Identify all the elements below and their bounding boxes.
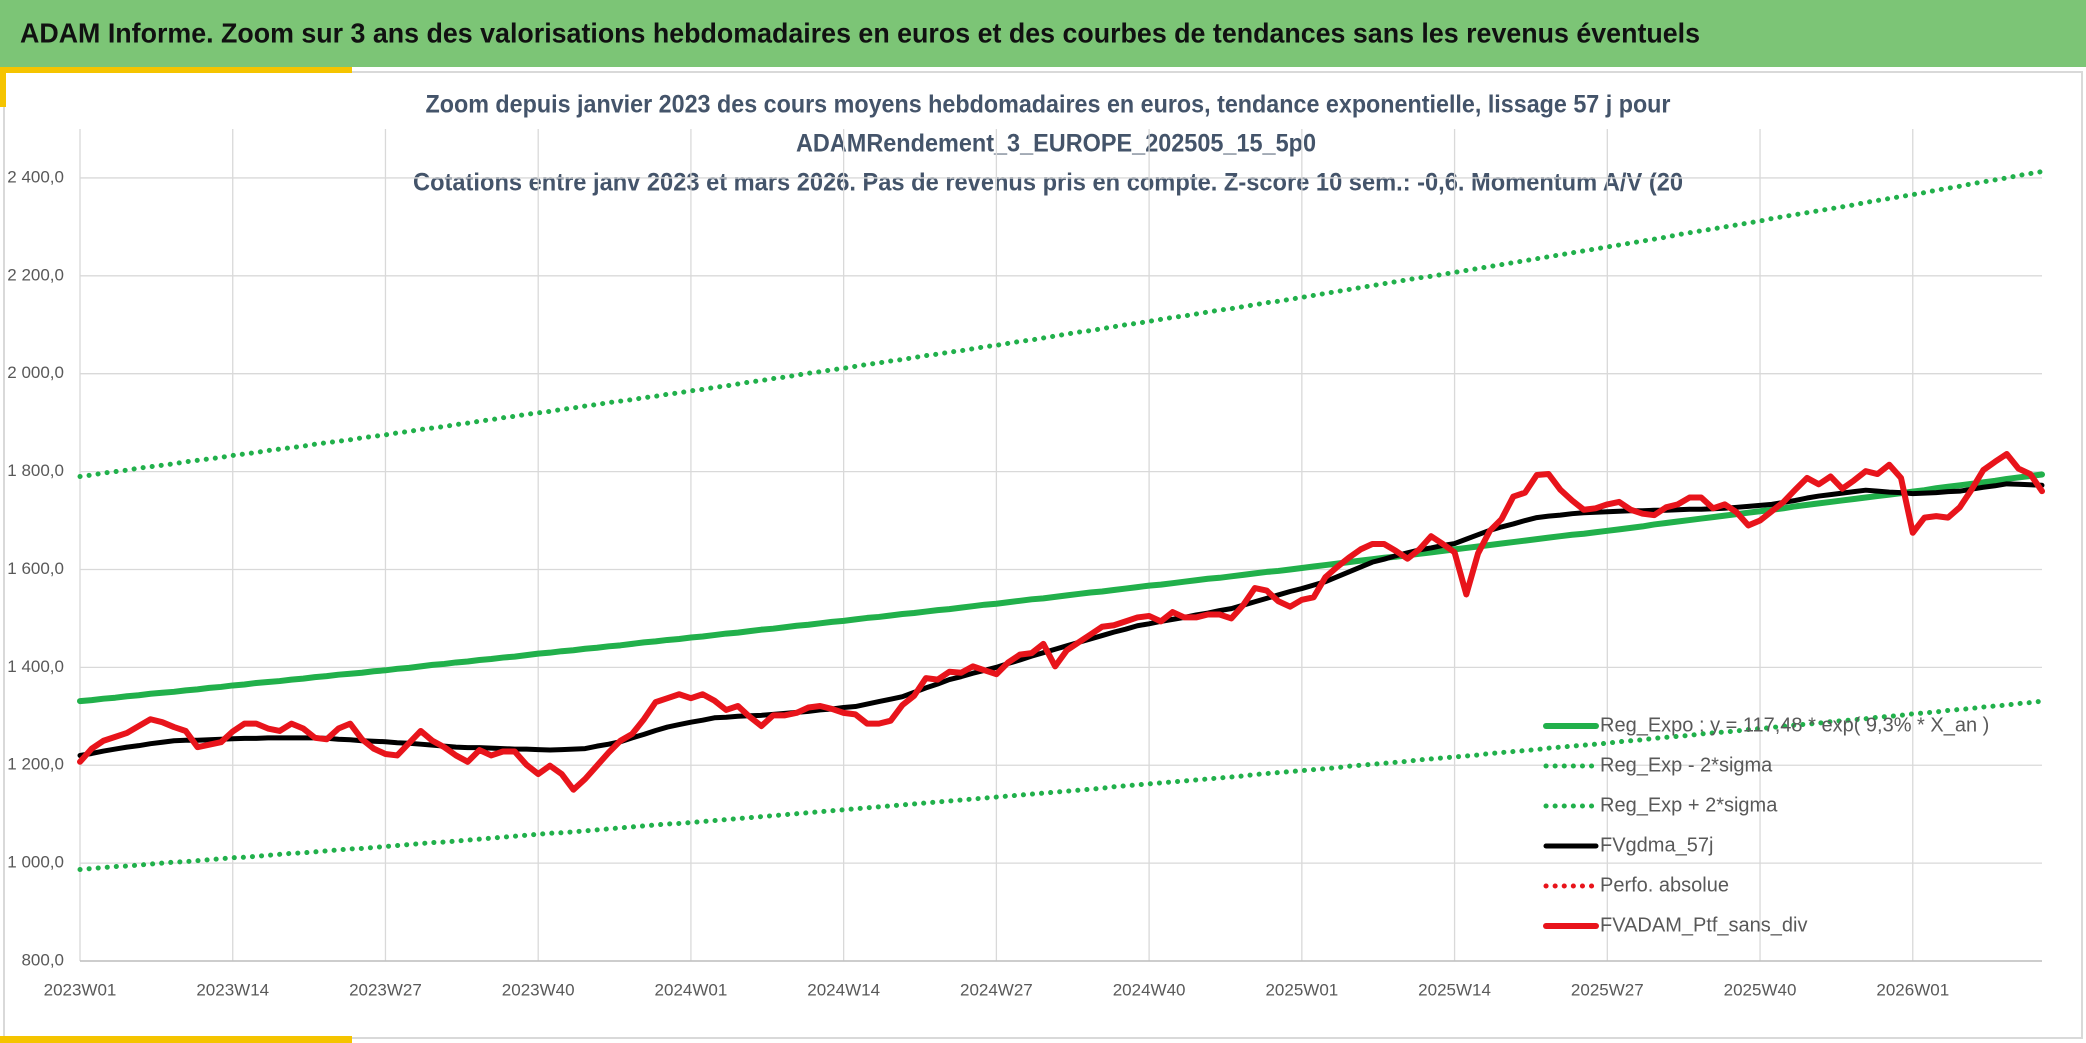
y-tick-label: 2 000,0 [7,363,64,382]
x-tick-label: 2025W40 [1724,980,1797,999]
x-tick-label: 2023W27 [349,980,422,999]
x-tick-label: 2024W01 [655,980,728,999]
accent-strip [0,67,352,73]
x-tick-label: 2023W14 [196,980,269,999]
chart-title: Zoom depuis janvier 2023 des cours moyen… [426,91,1671,119]
x-tick-label: 2023W40 [502,980,575,999]
x-tick-label: 2024W40 [1113,980,1186,999]
series-line [77,450,2045,793]
y-tick-label: 1 000,0 [7,853,64,872]
y-tick-label: 1 200,0 [7,755,64,774]
y-tick-label: 800,0 [21,950,64,969]
grid: 800,0 1 000,0 1 200,0 1 400,0 1 600,0 1 800,0… [7,129,2042,999]
series-line [77,471,2045,705]
chart-title: ADAMRendement_3_EUROPE_202505_15_5p0 [796,130,1316,158]
page-title: ADAM Informe. Zoom sur 3 ans des valoris… [20,17,1700,48]
chart-border [3,71,2083,1039]
accent-strip [0,1036,352,1043]
legend-label: Reg_Exp - 2*sigma [1600,754,1773,776]
series-line [77,169,2045,479]
y-tick-label: 1 400,0 [7,657,64,676]
accent-strip [0,67,6,107]
y-tick-label: 2 200,0 [7,265,64,284]
header-bar [0,0,2086,67]
x-tick-label: 2026W01 [1876,980,1949,999]
legend-label: Reg_Expo : y = 117,48 * exp( 9,3% * X_an… [1600,714,1989,736]
x-tick-label: 2025W01 [1265,980,1338,999]
x-tick-label: 2024W27 [960,980,1033,999]
series-line [77,698,2045,872]
x-tick-label: 2023W01 [44,980,117,999]
y-tick-label: 1 800,0 [7,461,64,480]
plot-lines [77,169,2045,872]
y-tick-label: 2 400,0 [7,167,64,186]
chart-title: Cotations entre janv 2023 et mars 2026. … [413,169,1683,197]
y-tick-label: 1 600,0 [7,559,64,578]
legend-label: Perfo. absolue [1600,874,1729,896]
x-tick-label: 2025W14 [1418,980,1491,999]
x-tick-label: 2024W14 [807,980,880,999]
legend-label: FVgdma_57j [1600,834,1713,856]
x-tick-label: 2025W27 [1571,980,1644,999]
legend-label: FVADAM_Ptf_sans_div [1600,914,1808,936]
legend-label: Reg_Exp + 2*sigma [1600,794,1778,816]
legend: Reg_Expo : y = 117,48 * exp( 9,3% * X_an… [1543,714,1989,936]
